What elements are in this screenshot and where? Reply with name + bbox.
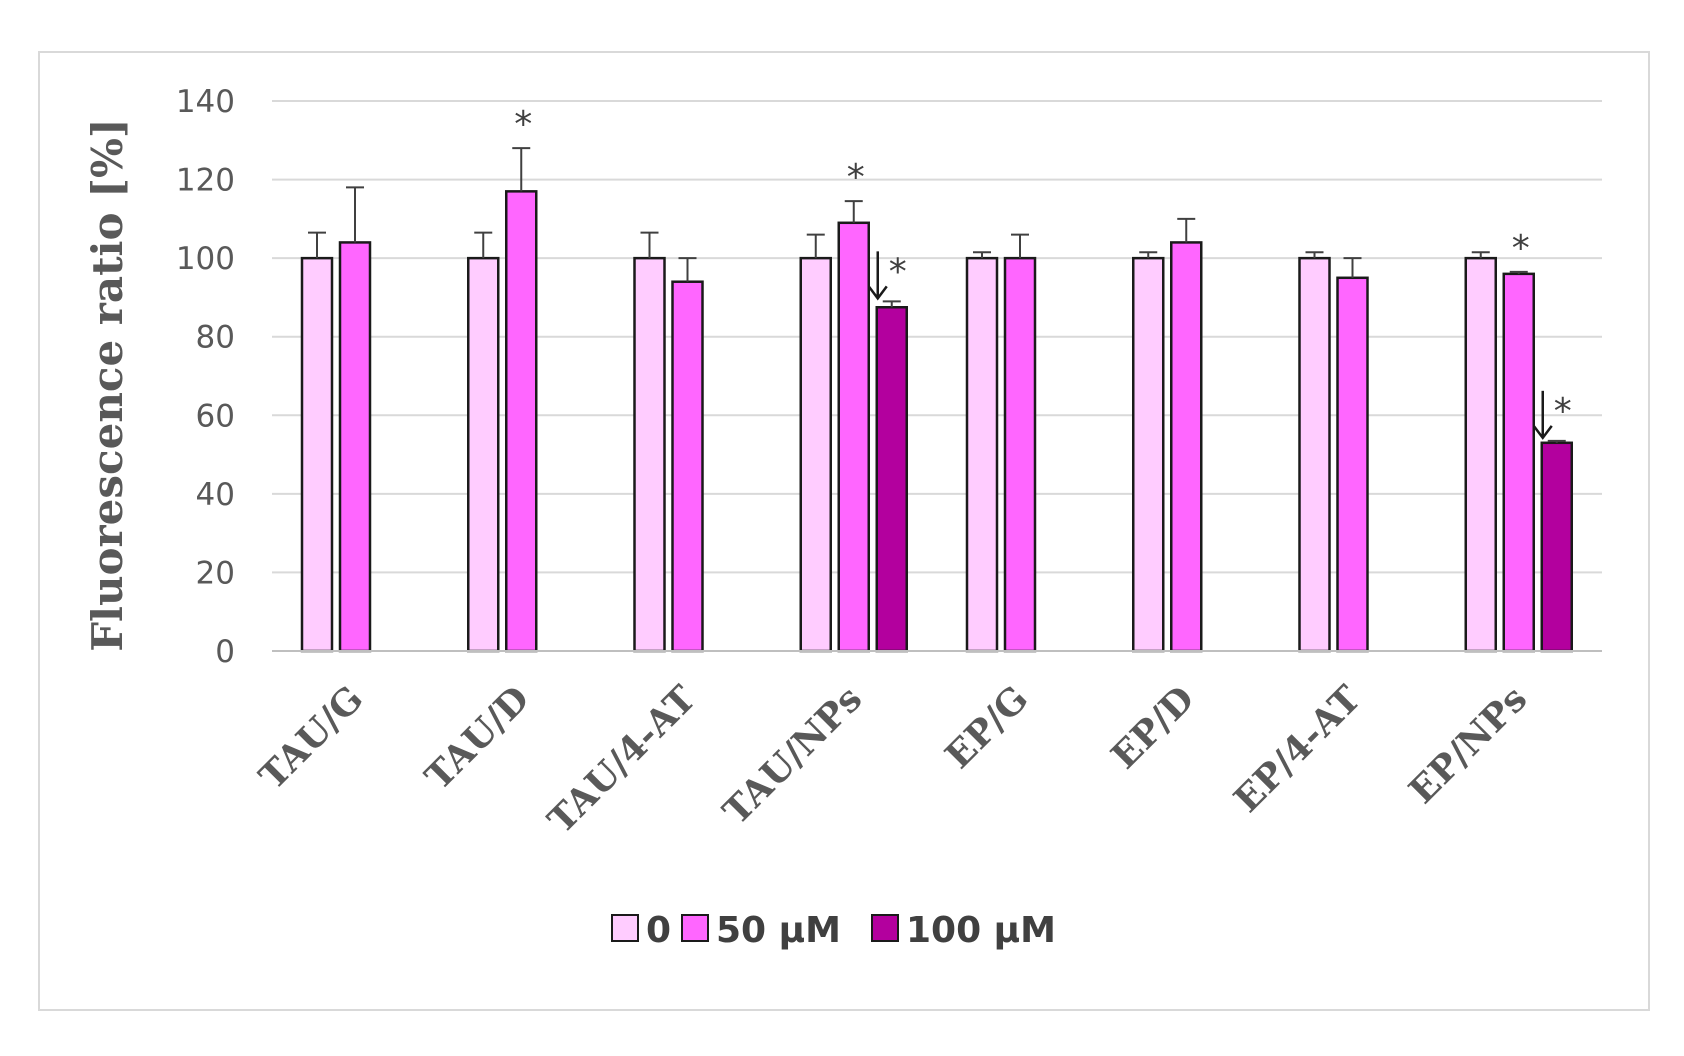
y-tick-label: 120 bbox=[176, 163, 235, 199]
legend-swatch-50-um bbox=[681, 914, 709, 942]
category-labels: TAU/G TAU/D TAU/4-AT TAU/NPs EP/G EP/D EP/4-AT… bbox=[251, 678, 1535, 842]
error-bar bbox=[882, 300, 901, 308]
significance-arrow bbox=[867, 251, 888, 301]
bar-ep-nps-50-um bbox=[1502, 272, 1535, 653]
significance-star: * bbox=[847, 157, 865, 198]
error-bar bbox=[346, 186, 364, 243]
error-bar bbox=[512, 147, 531, 192]
category-label: EP/NPs bbox=[1401, 678, 1535, 812]
bar-tau-nps-0 bbox=[799, 256, 832, 653]
legend-label-100-um: 100 µM bbox=[906, 910, 1056, 951]
bar-ep-d-0 bbox=[1132, 256, 1165, 653]
y-tick-label: 0 bbox=[215, 634, 235, 670]
legend-label-0: 0 bbox=[646, 910, 671, 951]
legend: 0 50 µM 100 µM bbox=[611, 910, 1056, 951]
error-bar bbox=[1305, 251, 1324, 259]
error-bar bbox=[678, 257, 697, 282]
error-bars bbox=[308, 147, 1566, 443]
bar-ep-4-at-50-um bbox=[1336, 276, 1369, 653]
category-label: TAU/D bbox=[417, 678, 538, 799]
bar-tau-4-at-0 bbox=[633, 256, 666, 653]
category-label: TAU/G bbox=[251, 678, 371, 798]
y-tick-label: 60 bbox=[196, 398, 235, 434]
error-bar bbox=[474, 231, 493, 259]
category-label: TAU/4-AT bbox=[540, 678, 704, 842]
category-label: EP/4-AT bbox=[1226, 678, 1369, 821]
y-tick-label: 80 bbox=[196, 320, 235, 356]
bars bbox=[300, 190, 1573, 653]
error-bar bbox=[844, 200, 863, 223]
y-tick-label: 140 bbox=[176, 84, 235, 120]
annotations: * * * * * bbox=[514, 104, 1572, 440]
bar-tau-nps-100-um bbox=[875, 306, 908, 653]
error-bar bbox=[308, 231, 326, 259]
category-label: EP/G bbox=[937, 678, 1036, 777]
bar-tau-4-at-50-um bbox=[671, 280, 704, 653]
bar-tau-g-50-um bbox=[338, 241, 372, 653]
bar-ep-g-0 bbox=[965, 256, 999, 653]
significance-arrow bbox=[1532, 390, 1553, 440]
error-bar bbox=[640, 231, 659, 259]
significance-star: * bbox=[889, 251, 907, 292]
bar-tau-g-0 bbox=[300, 256, 334, 653]
y-tick-label: 20 bbox=[196, 555, 235, 591]
error-bar bbox=[1011, 233, 1029, 259]
error-bar bbox=[1139, 251, 1158, 259]
error-bar bbox=[1177, 217, 1196, 243]
bar-ep-d-50-um bbox=[1170, 241, 1203, 653]
y-tick-label: 40 bbox=[196, 477, 235, 513]
error-bar bbox=[1509, 270, 1528, 274]
bar-tau-nps-50-um bbox=[837, 221, 870, 653]
error-bar bbox=[1547, 439, 1566, 443]
bar-ep-nps-100-um bbox=[1540, 441, 1573, 653]
error-bar bbox=[806, 233, 825, 259]
significance-star: * bbox=[1554, 391, 1572, 432]
category-label: EP/D bbox=[1103, 678, 1203, 778]
error-bar bbox=[1343, 257, 1362, 278]
bar-ep-nps-0 bbox=[1464, 256, 1497, 653]
y-axis-label: Fluorescence ratio [%] bbox=[83, 118, 132, 652]
bar-tau-d-50-um bbox=[505, 190, 538, 653]
bar-ep-4-at-0 bbox=[1298, 256, 1331, 653]
bar-ep-g-50-um bbox=[1003, 256, 1037, 653]
error-bar bbox=[973, 251, 991, 259]
significance-star: * bbox=[1512, 228, 1530, 269]
significance-star: * bbox=[514, 104, 532, 145]
category-label: TAU/NPs bbox=[715, 678, 870, 833]
legend-swatch-0 bbox=[611, 914, 639, 942]
bar-tau-d-0 bbox=[467, 256, 500, 653]
y-axis-ticks: 0 20 40 60 80 100 120 140 bbox=[176, 84, 235, 670]
legend-label-50-um: 50 µM bbox=[716, 910, 841, 951]
legend-swatch-100-um bbox=[871, 914, 899, 942]
error-bar bbox=[1471, 251, 1490, 259]
y-tick-label: 100 bbox=[176, 241, 235, 277]
